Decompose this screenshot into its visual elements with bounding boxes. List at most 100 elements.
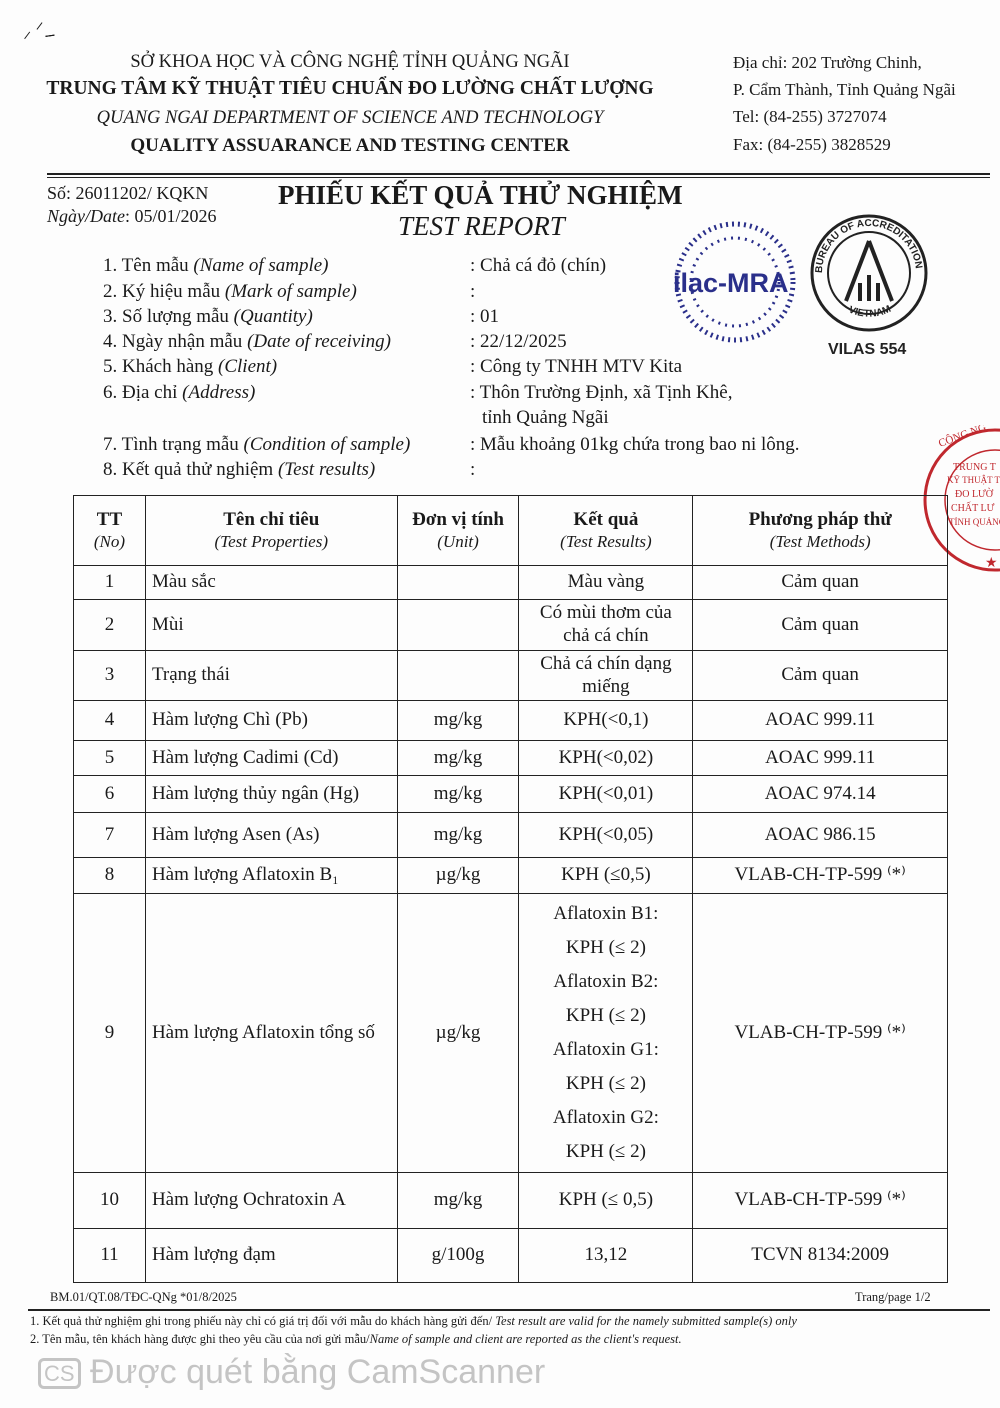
row-method: AOAC 999.11 xyxy=(692,700,948,741)
row-property: Hàm lượng Ochratoxin A xyxy=(144,1172,398,1229)
report-date-value: : 05/01/2026 xyxy=(125,206,217,226)
header-no: TT (No) xyxy=(73,495,146,566)
row-number: 1 xyxy=(73,565,146,600)
info-value-5: : Công ty TNHH MTV Kita xyxy=(470,356,682,377)
table-row: 1 Màu sắc Màu vàng Cảm quan xyxy=(73,565,948,600)
vilas-ring-bottom-text: VIETNAM xyxy=(847,304,893,320)
header-divider xyxy=(47,173,990,175)
header-result: Kết quả (Test Results) xyxy=(518,495,694,566)
info-value-6: : Thôn Trường Định, xã Tịnh Khê, xyxy=(470,382,733,403)
info-value-1: : Chả cá đỏ (chín) xyxy=(470,255,607,276)
header-line4: QUALITY ASSUARANCE AND TESTING CENTER xyxy=(130,135,570,156)
tel: Tel: (84-255) 3727074 xyxy=(733,107,887,126)
row-result: KPH (≤0,5) xyxy=(518,857,694,894)
row-unit: g/100g xyxy=(396,1228,520,1283)
table-row: 9 Hàm lượng Aflatoxin tổng số µg/kg Aflatox… xyxy=(73,893,948,1173)
header-line1: SỞ KHOA HỌC VÀ CÔNG NGHỆ TỈNH QUẢNG NGÃI xyxy=(130,52,570,72)
row-number: 9 xyxy=(73,893,146,1173)
result-line: KPH (≤ 2) xyxy=(565,937,646,958)
info-label-2: 2. Ký hiệu mẫu (Mark of sample) xyxy=(103,281,357,302)
table-row: 6 Hàm lượng thủy ngân (Hg) mg/kg KPH(<0,01)… xyxy=(73,775,948,813)
info-label-1: 1. Tên mẫu (Name of sample) xyxy=(103,255,329,276)
result-line: KPH (≤ 2) xyxy=(565,1073,646,1094)
vilas-logo: BUREAU OF ACCREDITATION VIETNAM VILAS 55… xyxy=(810,214,928,358)
header-method: Phương pháp thử (Test Methods) xyxy=(692,495,948,566)
report-date-label: Ngày/Date xyxy=(47,206,125,226)
result-line: Aflatoxin B2: xyxy=(553,971,659,992)
row-method: AOAC 999.11 xyxy=(692,740,948,776)
svg-text:ĐO LƯỜ: ĐO LƯỜ xyxy=(955,488,994,500)
row-method: VLAB-CH-TP-599 ⁽*⁾ xyxy=(692,1172,948,1229)
row-number: 10 xyxy=(73,1172,146,1229)
row-result: KPH(<0,01) xyxy=(518,775,694,813)
row-property: Hàm lượng Cadimi (Cd) xyxy=(144,740,398,776)
table-row: 4 Hàm lượng Chì (Pb) mg/kg KPH(<0,1) AOAC 99… xyxy=(73,700,948,741)
row-result: KPH (≤ 0,5) xyxy=(518,1172,694,1229)
result-line: KPH (≤ 2) xyxy=(565,1005,646,1026)
row-unit: µg/kg xyxy=(396,857,520,894)
report-subtitle: TEST REPORT xyxy=(398,211,565,241)
row-result: KPH(<0,1) xyxy=(518,700,694,741)
header-unit: Đơn vị tính (Unit) xyxy=(396,495,520,566)
row-unit: µg/kg xyxy=(396,893,520,1173)
row-property: Trạng thái xyxy=(144,650,398,701)
row-property: Hàm lượng thủy ngân (Hg) xyxy=(144,775,398,813)
table-header-row: TT (No) Tên chỉ tiêu (Test Properties) Đơn… xyxy=(73,495,948,566)
footer-note-1: 1. Kết quả thử nghiệm ghi trong phiếu nà… xyxy=(30,1314,797,1328)
info-value-2: : xyxy=(470,281,476,302)
row-result: KPH(<0,05) xyxy=(518,812,694,858)
row-property: Mùi xyxy=(144,599,398,651)
results-table: TT (No) Tên chỉ tiêu (Test Properties) Đơn… xyxy=(73,495,948,1283)
row-number: 8 xyxy=(73,857,146,894)
handwritten-mark: ⸝ ⸍ ̲̲̲ xyxy=(20,18,51,42)
row-unit xyxy=(396,650,520,701)
row-unit xyxy=(396,565,520,600)
fax: Fax: (84-255) 3828529 xyxy=(733,135,891,154)
camscanner-logo-icon: CS xyxy=(38,1358,81,1390)
svg-text:CỘNG NG: CỘNG NG xyxy=(937,425,988,450)
header-line2: TRUNG TÂM KỸ THUẬT TIÊU CHUẨN ĐO LƯỜNG C… xyxy=(46,78,654,99)
row-number: 5 xyxy=(73,740,146,776)
info-label-4: 4. Ngày nhận mẫu (Date of receiving) xyxy=(103,331,391,352)
row-number: 3 xyxy=(73,650,146,701)
row-unit: mg/kg xyxy=(396,812,520,858)
row-result: Có mùi thơm của chả cá chín xyxy=(518,599,694,651)
row-method: AOAC 974.14 xyxy=(692,775,948,813)
row-result: KPH(<0,02) xyxy=(518,740,694,776)
info-label-3: 3. Số lượng mẫu (Quantity) xyxy=(103,306,313,327)
row-method: AOAC 986.15 xyxy=(692,812,948,858)
row-method: Cảm quan xyxy=(692,599,948,651)
row-unit: mg/kg xyxy=(396,700,520,741)
report-title: PHIẾU KẾT QUẢ THỬ NGHIỆM xyxy=(278,180,683,210)
result-line: KPH (≤ 2) xyxy=(565,1141,646,1162)
row-property: Hàm lượng Aflatoxin tổng số xyxy=(144,893,398,1173)
row-method: VLAB-CH-TP-599 ⁽*⁾ xyxy=(692,893,948,1173)
header-divider-thin xyxy=(47,177,990,178)
row-unit: mg/kg xyxy=(396,775,520,813)
row-unit: mg/kg xyxy=(396,740,520,776)
address-line1: Địa chỉ: 202 Trường Chinh, xyxy=(733,53,922,72)
row-number: 6 xyxy=(73,775,146,813)
svg-text:KỸ THUẬT TIÊU: KỸ THUẬT TIÊU xyxy=(947,475,1000,485)
info-label-7: 7. Tình trạng mẫu (Condition of sample) xyxy=(103,434,411,455)
table-row: 2 Mùi Có mùi thơm của chả cá chín Cảm quan xyxy=(73,599,948,651)
info-value-8: : xyxy=(470,459,476,480)
row-property: Màu sắc xyxy=(144,565,398,600)
footer-divider xyxy=(28,1309,990,1311)
info-label-6: 6. Địa chỉ (Address) xyxy=(103,382,256,403)
info-value-6b: tỉnh Quảng Ngãi xyxy=(482,407,609,428)
table-row: 7 Hàm lượng Asen (As) mg/kg KPH(<0,05) AOAC … xyxy=(73,812,948,858)
report-number: Số: 26011202/ KQKN xyxy=(47,183,209,203)
row-method: VLAB-CH-TP-599 ⁽*⁾ xyxy=(692,857,948,894)
vilas-number: VILAS 554 xyxy=(828,341,906,358)
page-number: Trang/page 1/2 xyxy=(855,1290,931,1304)
watermark-text: Được quét bằng CamScanner xyxy=(90,1353,546,1391)
red-official-stamp: CỘNG NG TRUNG T KỸ THUẬT TIÊU ĐO LƯỜ CHẤ… xyxy=(923,425,1000,572)
svg-text:CHẤT LƯ: CHẤT LƯ xyxy=(951,501,995,514)
table-row: 3 Trạng thái Chả cá chín dạng miếng Cảm qua… xyxy=(73,650,948,701)
row-number: 11 xyxy=(73,1228,146,1283)
row-number: 7 xyxy=(73,812,146,858)
header-line3: QUANG NGAI DEPARTMENT OF SCIENCE AND TEC… xyxy=(96,108,604,128)
